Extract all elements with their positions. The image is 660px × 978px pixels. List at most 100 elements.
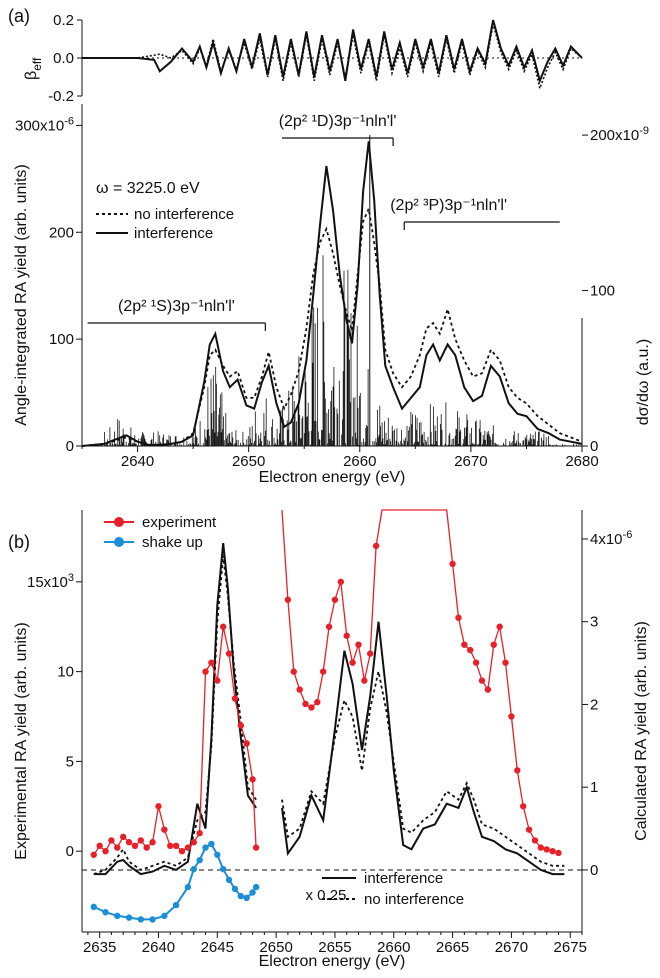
experiment-point <box>467 646 474 654</box>
b-x-tick-label: 2655 <box>318 939 351 956</box>
experiment-point <box>519 803 527 810</box>
experiment-point <box>531 837 539 844</box>
annotation-label: (2p² ¹S)3p⁻¹nln'l' <box>118 298 235 315</box>
experiment-point <box>190 839 197 846</box>
b-x-label: Electron energy (eV) <box>259 953 406 970</box>
experiment-point <box>214 677 221 684</box>
b-y-tick-label: 5 <box>66 753 74 770</box>
shake-up-point <box>231 885 239 893</box>
experiment-point <box>314 698 321 706</box>
b-y2-tick-label: 0 <box>590 862 598 879</box>
a-y2-label: dσ/dω (a.u.) <box>635 339 652 425</box>
experiment-point <box>372 542 380 550</box>
experiment-point <box>455 614 462 621</box>
chart-b: 2635 2640 2645 2650 2655 2660 2665 2670 26750510… <box>13 509 650 970</box>
b-y-tick-label: 0 <box>66 843 74 860</box>
legend-experiment-label: experiment <box>142 514 217 531</box>
experiment-point <box>549 847 556 855</box>
b-y2-tick-label: 3 <box>590 614 598 631</box>
b-x-tick-label: 2670 <box>495 939 528 956</box>
experiment-point <box>108 837 115 844</box>
legend-experiment-marker <box>114 517 124 527</box>
shake-up-point <box>214 851 221 858</box>
panel-a-label: (a) <box>8 6 30 26</box>
experiment-point <box>208 659 215 666</box>
legend-dotted-label: no interference <box>134 206 234 223</box>
experiment-point <box>102 847 109 855</box>
experiment-point <box>302 700 309 708</box>
legend-interference-label: interference <box>364 870 443 887</box>
experiment-point <box>155 803 162 810</box>
experiment-point <box>219 623 227 630</box>
experiment-point <box>90 851 97 858</box>
a-x-tick-label: 2660 <box>343 453 376 470</box>
a-y-tick-label: 0 <box>66 438 74 455</box>
experiment-point <box>167 842 174 850</box>
shake-up-point <box>125 914 133 921</box>
experiment-point <box>337 578 345 586</box>
shake-up-point <box>237 892 245 900</box>
shake-up-point <box>172 901 180 909</box>
experiment-point <box>143 844 150 851</box>
a-x-tick-label: 2670 <box>454 453 487 470</box>
shake-up-point <box>219 865 227 873</box>
experiment-line <box>281 509 559 854</box>
beta-line-solid <box>82 19 583 84</box>
experiment-line <box>93 626 257 856</box>
experiment-point <box>449 560 456 568</box>
experiment-point <box>114 844 121 851</box>
b-x-tick-label: 2650 <box>259 939 292 956</box>
b-line-no-interference <box>93 555 257 875</box>
experiment-point <box>131 842 139 850</box>
shake-up-point <box>90 903 97 911</box>
experiment-point <box>202 668 209 675</box>
a-y-tick-label: 100 <box>49 331 74 348</box>
experiment-point <box>252 844 260 851</box>
experiment-point <box>349 659 356 666</box>
shake-up-point <box>184 883 192 891</box>
legend-omega: ω = 3225.0 eV <box>96 180 200 197</box>
experiment-point <box>490 641 497 648</box>
experiment-point <box>172 842 180 850</box>
b-y2-tick-label: 1 <box>590 779 598 796</box>
experiment-point <box>502 659 509 666</box>
experiment-point <box>508 713 515 720</box>
chart-a-main: 2640 2650 2660 2670 26800100200300x10-601002… <box>13 104 652 486</box>
legend-solid-label: interference <box>134 225 213 242</box>
shake-up-point <box>202 844 209 851</box>
legend-shake-up-label: shake up <box>142 534 203 551</box>
experiment-point <box>537 844 545 851</box>
experiment-point <box>290 668 297 675</box>
experiment-point <box>237 722 245 729</box>
shake-up-point <box>225 876 233 884</box>
b-x-tick-label: 2675 <box>554 939 587 956</box>
experiment-point <box>361 677 368 684</box>
experiment-point <box>249 776 256 783</box>
a-x-label: Electron energy (eV) <box>259 469 406 486</box>
shake-up-point <box>252 883 260 891</box>
shake-up-point <box>161 912 168 920</box>
experiment-point <box>325 623 333 630</box>
experiment-point <box>308 704 315 711</box>
experiment-point <box>367 650 374 657</box>
experiment-point <box>178 847 186 855</box>
experiment-point <box>161 826 168 833</box>
annotation-label: (2p² ¹D)3p⁻¹nln'l' <box>279 113 397 130</box>
experiment-point <box>137 837 145 844</box>
experiment-point <box>543 846 550 853</box>
shake-up-point <box>137 916 145 923</box>
b-y-tick-label: 15x103 <box>27 572 74 591</box>
b-x-tick-label: 2660 <box>377 939 410 956</box>
experiment-point <box>243 740 250 747</box>
shake-up-point <box>208 840 215 848</box>
a-x-tick-label: 2680 <box>565 453 598 470</box>
experiment-point <box>343 632 350 639</box>
b-y2-label: Calculated RA yield (arb. units) <box>633 621 650 841</box>
legend-shake-up-marker <box>114 537 124 547</box>
shake-up-point <box>243 894 250 902</box>
shake-up-point <box>114 912 121 920</box>
b-line-interference <box>93 542 257 876</box>
experiment-point <box>231 695 239 702</box>
